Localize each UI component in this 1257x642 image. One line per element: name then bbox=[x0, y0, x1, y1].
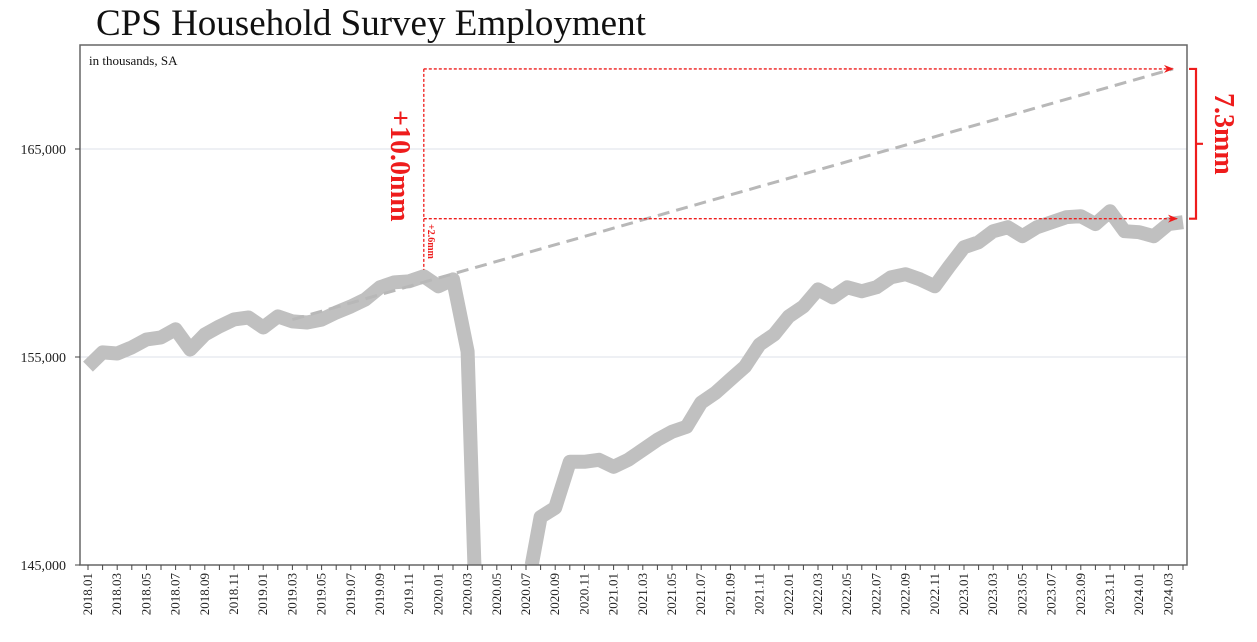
x-tick-label: 2022.03 bbox=[810, 573, 825, 615]
x-tick-label: 2021.05 bbox=[664, 573, 679, 615]
x-tick-label: 2018.03 bbox=[109, 573, 124, 615]
x-tick-label: 2022.11 bbox=[927, 573, 942, 615]
x-tick-label: 2023.03 bbox=[985, 573, 1000, 615]
shortfall-label: 7.3mm bbox=[1208, 93, 1239, 175]
x-tick-label: 2019.05 bbox=[314, 573, 329, 615]
gap-label: +10.0mm bbox=[384, 110, 415, 222]
x-tick-label: 2022.07 bbox=[868, 573, 883, 616]
employment-line bbox=[83, 269, 482, 565]
x-tick-label: 2021.09 bbox=[722, 573, 737, 615]
x-tick-label: 2019.09 bbox=[372, 573, 387, 615]
small-gap-label: +2.6mm bbox=[425, 224, 436, 260]
x-tick-label: 2018.07 bbox=[168, 573, 183, 616]
x-tick-label: 2023.01 bbox=[956, 573, 971, 615]
x-tick-label: 2020.11 bbox=[576, 573, 591, 615]
x-tick-label: 2018.09 bbox=[197, 573, 212, 615]
x-tick-label: 2019.03 bbox=[284, 573, 299, 615]
trend-line bbox=[291, 67, 1174, 322]
y-axis: 145,000 155,000 165,000 bbox=[21, 143, 80, 574]
x-tick-label: 2021.01 bbox=[606, 573, 621, 615]
y-tick-label: 145,000 bbox=[21, 559, 67, 574]
x-tick-label: 2020.07 bbox=[518, 573, 533, 616]
x-tick-label: 2023.09 bbox=[1073, 573, 1088, 615]
x-tick-label: 2022.05 bbox=[839, 573, 854, 615]
plot-frame bbox=[79, 44, 1188, 566]
x-tick-label: 2019.11 bbox=[401, 573, 416, 615]
x-tick-label: 2024.01 bbox=[1131, 573, 1146, 615]
x-tick-label: 2020.01 bbox=[430, 573, 445, 615]
y-tick-label: 155,000 bbox=[21, 351, 67, 366]
annotations: +10.0mm +2.6mm 7.3mm bbox=[291, 64, 1239, 322]
x-tick-label: 2018.11 bbox=[226, 573, 241, 615]
x-tick-label: 2019.01 bbox=[255, 573, 270, 615]
x-axis: 2018.01 2018.03 2018.05 2018.07 2018.09 2018.… bbox=[80, 565, 1184, 616]
x-tick-label: 2022.09 bbox=[898, 573, 913, 615]
series-group bbox=[83, 204, 1184, 565]
y-tick-label: 165,000 bbox=[21, 143, 67, 158]
chart-title: CPS Household Survey Employment bbox=[96, 3, 646, 44]
shortfall-bracket bbox=[1189, 67, 1203, 220]
x-tick-label: 2023.07 bbox=[1044, 573, 1059, 616]
x-tick-label: 2022.01 bbox=[781, 573, 796, 615]
x-tick-label: 2021.07 bbox=[693, 573, 708, 616]
x-tick-label: 2023.05 bbox=[1014, 573, 1029, 615]
x-tick-label: 2018.01 bbox=[80, 573, 95, 615]
x-tick-label: 2021.03 bbox=[635, 573, 650, 615]
employment-line bbox=[524, 204, 1184, 565]
x-tick-label: 2019.07 bbox=[343, 573, 358, 616]
x-tick-label: 2024.03 bbox=[1160, 573, 1175, 615]
subtitle: in thousands, SA bbox=[89, 53, 178, 68]
x-tick-label: 2018.05 bbox=[138, 573, 153, 615]
x-tick-label: 2023.11 bbox=[1102, 573, 1117, 615]
x-tick-label: 2020.03 bbox=[460, 573, 475, 615]
x-tick-label: 2021.11 bbox=[752, 573, 767, 615]
x-tick-label: 2020.05 bbox=[489, 573, 504, 615]
gridlines bbox=[80, 148, 1187, 358]
x-tick-label: 2020.09 bbox=[547, 573, 562, 615]
